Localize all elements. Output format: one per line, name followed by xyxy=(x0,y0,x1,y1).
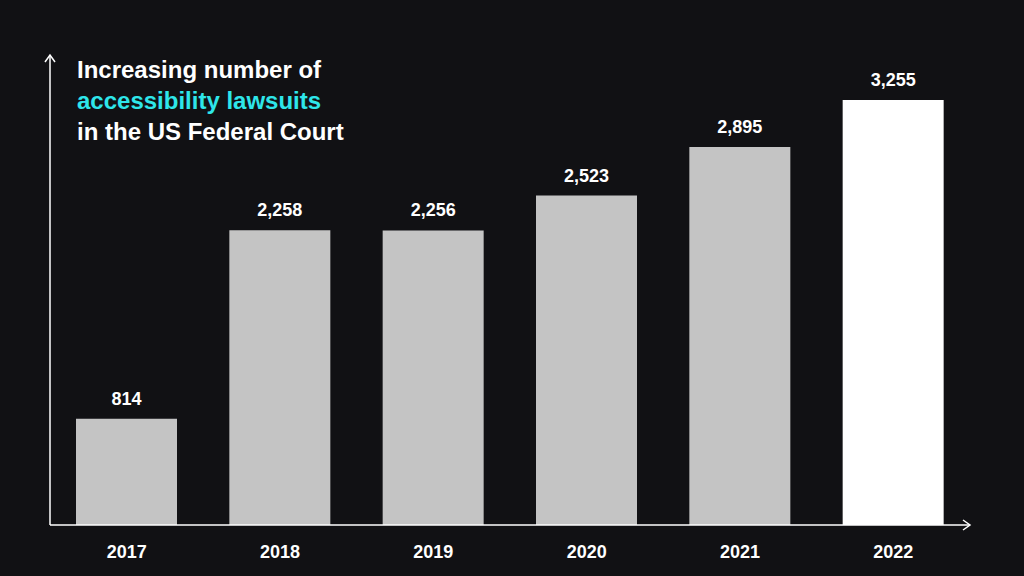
svg-text:2,523: 2,523 xyxy=(564,166,609,186)
svg-text:2,895: 2,895 xyxy=(717,117,762,137)
html-text:Increasing number of: Increasing number of xyxy=(77,56,321,83)
svg-text:2018: 2018 xyxy=(260,542,300,562)
svg-text:2,258: 2,258 xyxy=(257,200,302,220)
svg-text:2021: 2021 xyxy=(720,542,760,562)
svg-text:2020: 2020 xyxy=(567,542,607,562)
svg-text:814: 814 xyxy=(111,389,141,409)
svg-text:2017: 2017 xyxy=(107,542,147,562)
html-text:in the US Federal Court: in the US Federal Court xyxy=(77,118,344,145)
svg-text:2019: 2019 xyxy=(413,542,453,562)
html-text:accessibility lawsuits: accessibility lawsuits xyxy=(77,87,322,114)
svg-text:3,255: 3,255 xyxy=(871,70,916,90)
svg-text:2022: 2022 xyxy=(873,542,913,562)
svg-text:2,256: 2,256 xyxy=(411,200,456,220)
